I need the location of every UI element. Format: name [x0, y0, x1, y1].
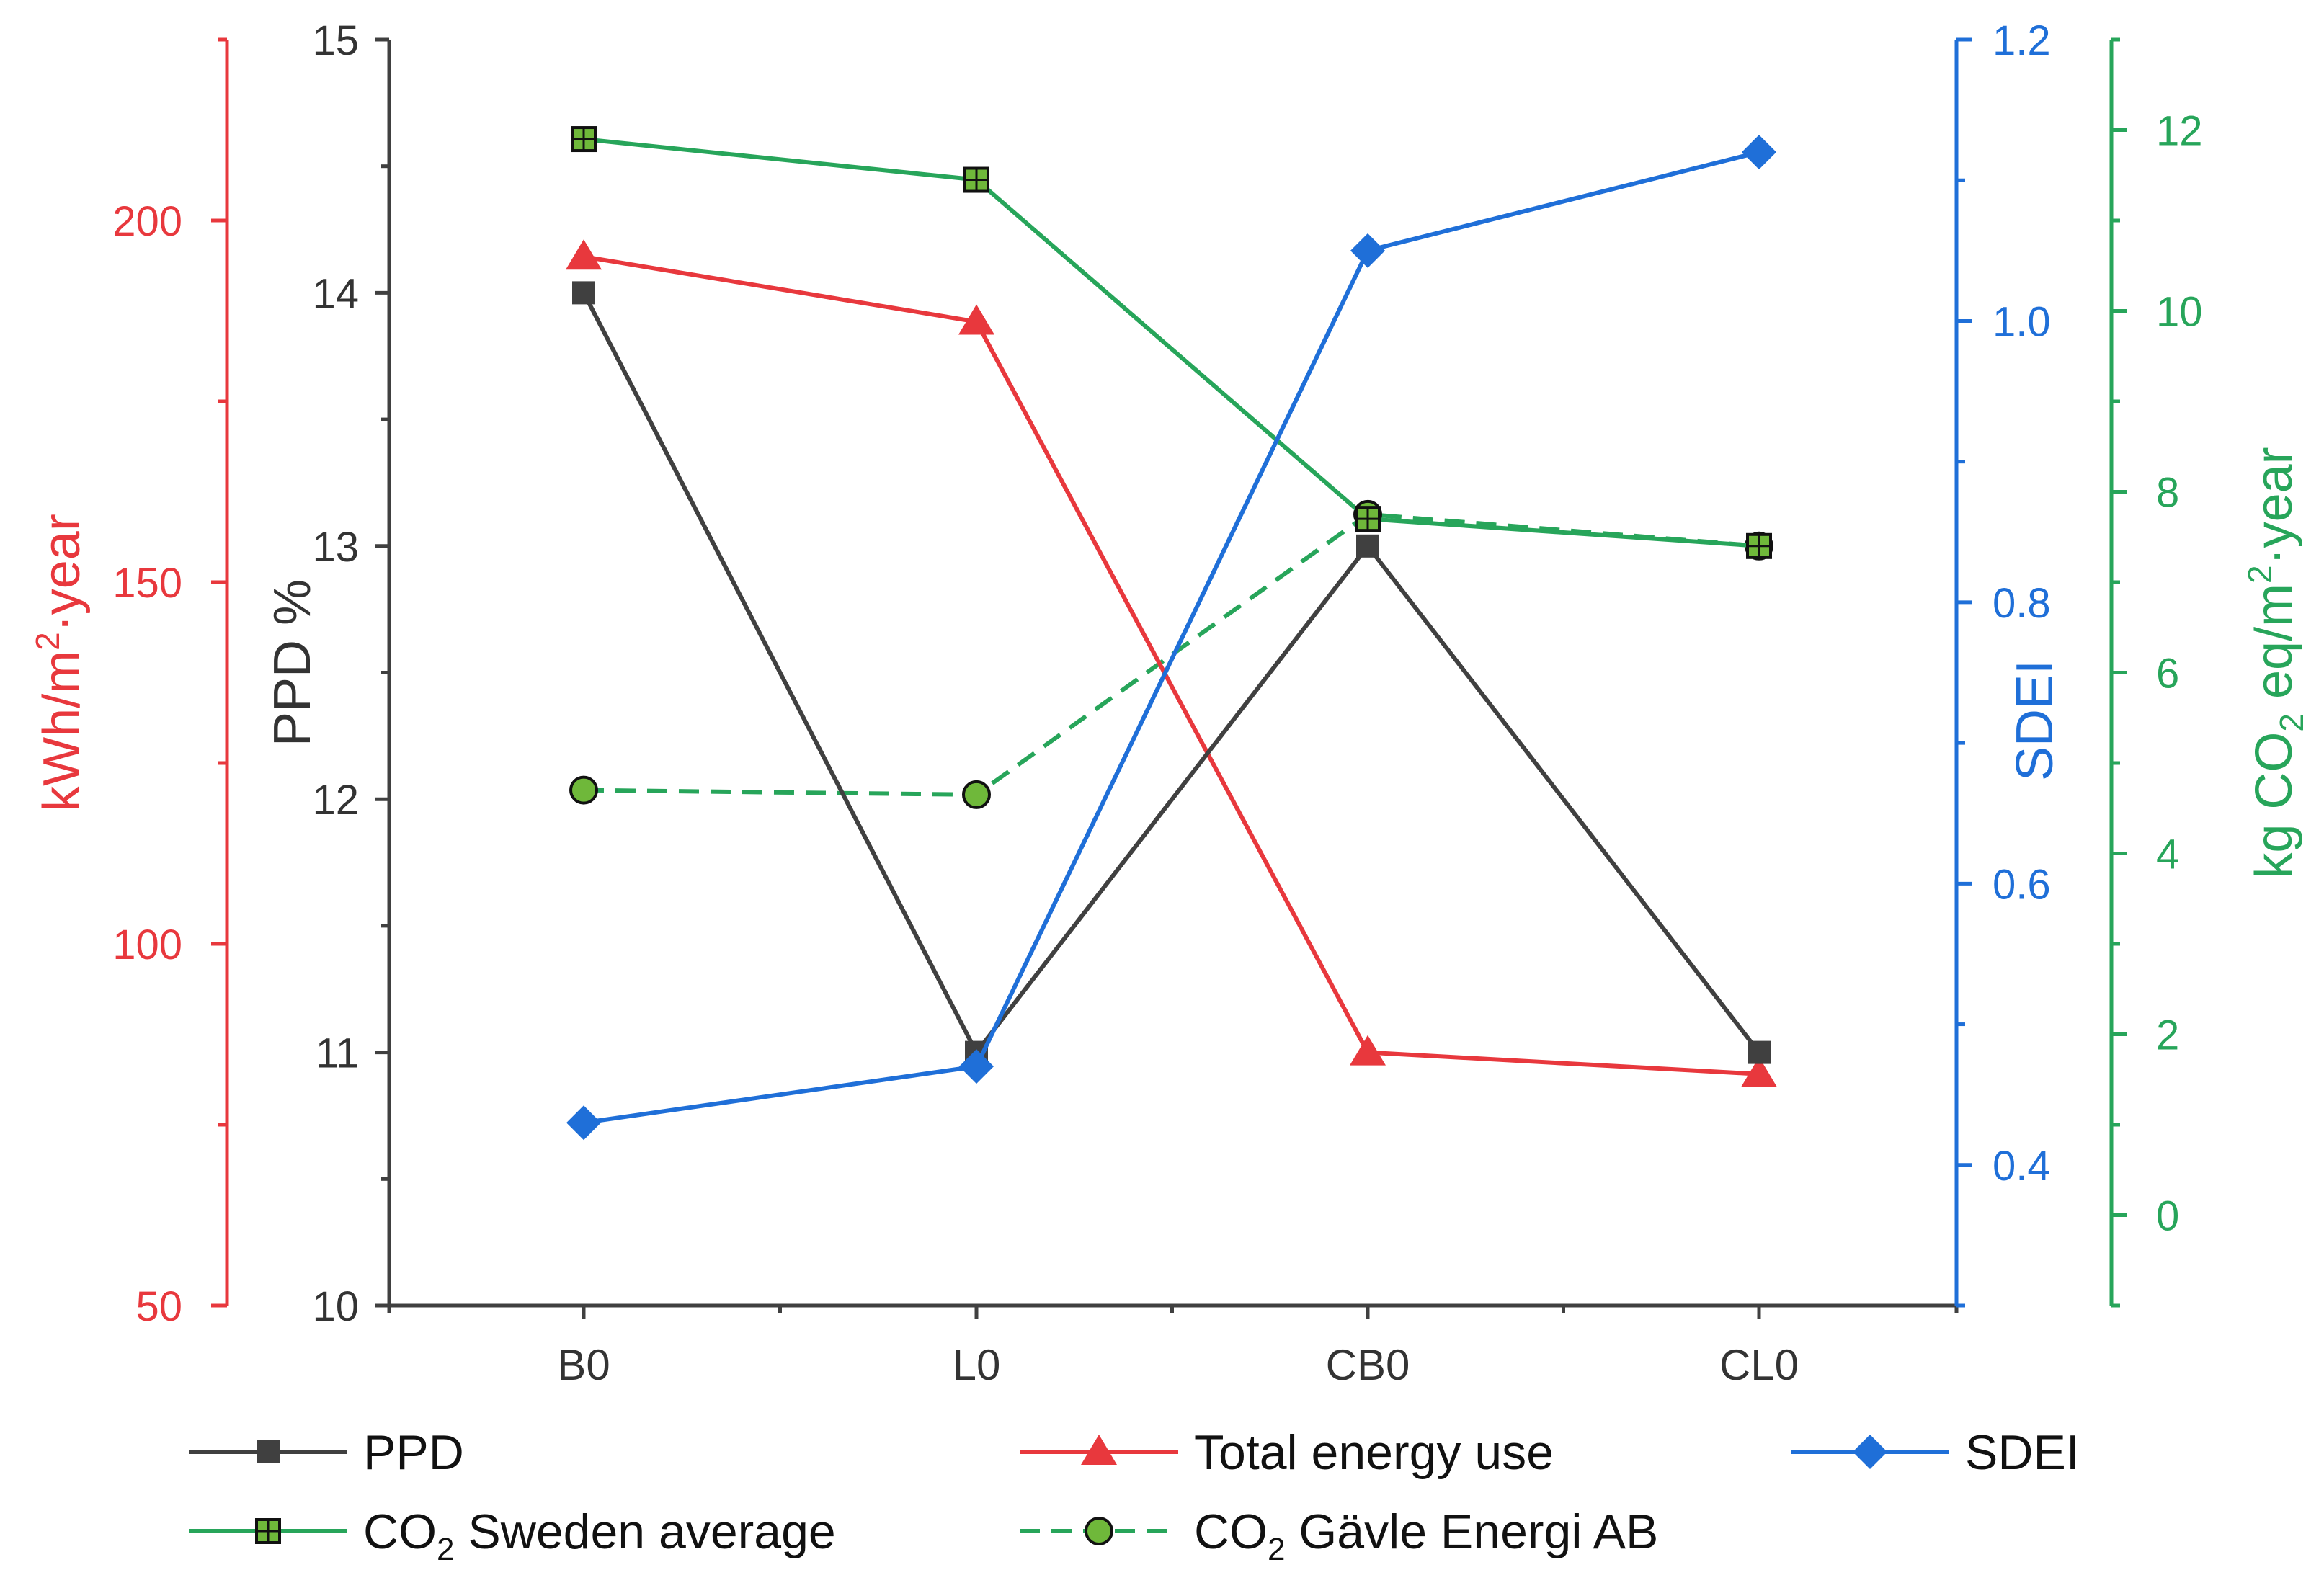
legend-label-sub: 2	[437, 1532, 454, 1567]
legend-label: PPD	[363, 1425, 464, 1480]
energy-tick-label: 50	[135, 1283, 182, 1330]
data-point	[569, 775, 598, 805]
data-point	[1746, 532, 1772, 559]
series-layer	[566, 126, 1777, 1141]
data-point	[1356, 534, 1379, 558]
energy-tick-label: 150	[112, 560, 182, 607]
legend-item: CO2 Sweden average	[189, 1504, 836, 1567]
legend-label-main: PPD	[363, 1425, 464, 1480]
data-point	[963, 166, 989, 193]
energy-axis-title-sup: 2	[29, 632, 66, 651]
legend-label: CO2 Gävle Energi AB	[1194, 1504, 1658, 1567]
x-tick-label: CL0	[1719, 1341, 1799, 1389]
co2-tick-label: 10	[2156, 289, 2203, 336]
legend-item: PPD	[189, 1425, 464, 1480]
x-tick-label: CB0	[1326, 1341, 1410, 1389]
data-point	[1350, 233, 1385, 268]
co2-axis-title-main: kg CO	[2245, 732, 2303, 879]
co2-tick-label: 6	[2156, 651, 2179, 697]
energy-tick-label: 100	[112, 922, 182, 968]
sdei-tick-label: 0.8	[1993, 580, 2051, 627]
data-point	[959, 1049, 994, 1084]
data-point	[1350, 1035, 1386, 1066]
co2-tick-label: 8	[2156, 470, 2179, 517]
co2-axis-title-tail: ·year	[2245, 447, 2303, 565]
data-point	[566, 1105, 601, 1141]
legend-label-main: CO	[363, 1504, 437, 1559]
co2-tick-label: 12	[2156, 108, 2203, 155]
co2-tick-label: 4	[2156, 831, 2179, 878]
energy-axis-title-tail: ·year	[33, 514, 91, 632]
co2-axis-title-mid: eq/m	[2245, 584, 2303, 713]
co2-axis-title-sup: 2	[2241, 565, 2279, 584]
series-line	[583, 137, 1760, 548]
ppd-tick-label: 14	[312, 270, 359, 317]
ppd-tick-label: 10	[312, 1283, 359, 1330]
legend-label-main: CO	[1194, 1504, 1268, 1559]
energy-axis-title: kWh/m2·year	[29, 514, 91, 812]
sdei-axis-title: SDEI	[2006, 660, 2064, 781]
legend-marker	[1081, 1435, 1117, 1465]
co2-tick-label: 0	[2156, 1193, 2179, 1240]
ppd-tick-label: 11	[316, 1030, 359, 1077]
co2-axis-title-sub: 2	[2273, 713, 2310, 732]
legend-label-main: Total energy use	[1194, 1425, 1554, 1480]
ppd-tick-label: 15	[312, 17, 359, 64]
series-line	[582, 292, 1761, 1055]
energy-axis-title-main: kWh/m	[33, 651, 91, 812]
data-point	[1742, 135, 1776, 170]
x-tick-label: B0	[557, 1341, 610, 1389]
series-line	[583, 150, 1760, 1125]
data-point	[566, 239, 602, 270]
data-point	[571, 126, 597, 153]
sdei-tick-label: 1.2	[1993, 17, 2051, 64]
legend-label-main: SDEI	[1965, 1425, 2080, 1480]
legend-label: SDEI	[1965, 1425, 2080, 1480]
data-point	[962, 780, 991, 809]
legend-label-sub: 2	[1268, 1532, 1285, 1567]
data-point	[1355, 506, 1381, 532]
sdei-tick-label: 0.6	[1993, 861, 2051, 908]
energy-tick-label: 200	[112, 198, 182, 245]
legend-marker	[1085, 1517, 1113, 1545]
x-tick-label: L0	[953, 1341, 1001, 1389]
legend-item: Total energy use	[1020, 1425, 1554, 1480]
legend-label-tail: Sweden average	[454, 1504, 835, 1559]
sdei-tick-label: 1.0	[1993, 298, 2051, 345]
data-point	[572, 281, 595, 305]
co2-tick-label: 2	[2156, 1012, 2179, 1059]
ppd-tick-label: 12	[312, 777, 359, 824]
legend-item: CO2 Gävle Energi AB	[1020, 1504, 1658, 1567]
series-3	[571, 126, 1772, 559]
sdei-tick-label: 0.4	[1993, 1143, 2051, 1190]
series-line	[583, 512, 1760, 797]
legend-marker	[255, 1518, 281, 1544]
series-0	[572, 281, 1771, 1064]
legend-marker	[257, 1440, 280, 1463]
legend-label: CO2 Sweden average	[363, 1504, 836, 1567]
legend-item: SDEI	[1791, 1425, 2080, 1480]
legend-label-tail: Gävle Energi AB	[1285, 1504, 1658, 1559]
series-4	[569, 499, 1773, 809]
data-point	[1748, 1040, 1771, 1064]
data-point	[958, 304, 994, 335]
ppd-axis-title: PPD %	[264, 579, 321, 746]
legend-marker	[1853, 1435, 1887, 1469]
data-point	[1741, 1056, 1777, 1087]
ppd-tick-label: 13	[312, 524, 359, 571]
series-line	[583, 254, 1760, 1076]
series-2	[566, 135, 1776, 1141]
series-1	[566, 239, 1777, 1087]
legend-label: Total energy use	[1194, 1425, 1554, 1480]
co2-axis-title: kg CO2 eq/m2·year	[2241, 447, 2310, 878]
